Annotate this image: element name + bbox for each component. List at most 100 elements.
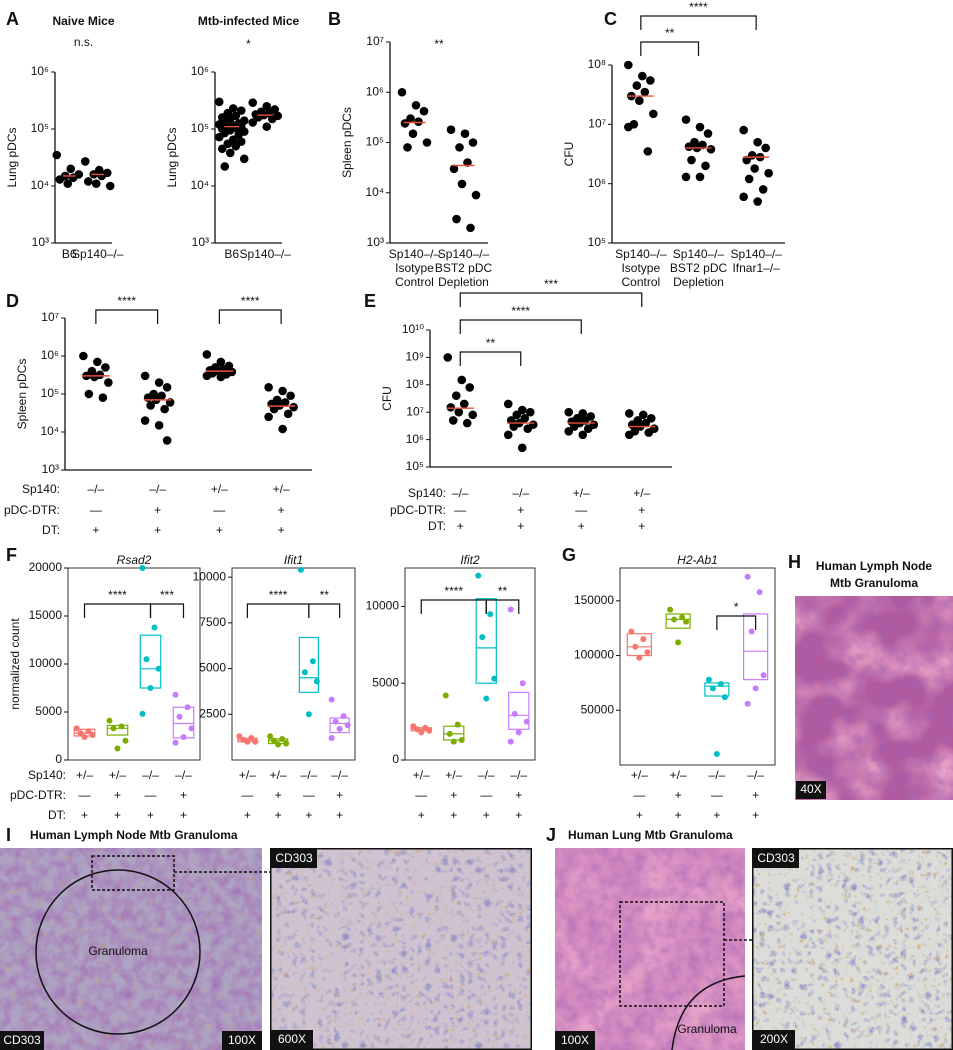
significance-bracket <box>716 615 757 630</box>
data-point <box>515 729 522 736</box>
significance: * <box>246 37 251 51</box>
row-value: — <box>145 788 157 802</box>
data-point <box>66 164 76 174</box>
stain-label: CD303 <box>3 1033 41 1047</box>
y-tick-label: 10000 <box>193 569 227 583</box>
y-tick-label: 100000 <box>574 648 614 662</box>
data-point <box>231 141 241 151</box>
row-value: + <box>275 788 282 802</box>
data-point <box>91 179 101 188</box>
data-point <box>465 383 475 392</box>
data-point <box>279 735 286 742</box>
data-point <box>564 407 574 417</box>
data-point <box>525 407 535 417</box>
y-tick-label: 10³ <box>367 235 384 249</box>
data-point <box>262 102 272 111</box>
data-point <box>523 424 533 433</box>
data-point <box>214 132 224 142</box>
data-point <box>491 675 498 682</box>
data-point <box>147 685 154 691</box>
y-tick-label: 10⁷ <box>406 404 424 418</box>
zoom-box <box>91 855 175 891</box>
data-point <box>446 125 456 134</box>
image-border <box>752 848 953 1050</box>
data-point <box>80 157 90 166</box>
data-point <box>106 717 113 724</box>
data-point <box>507 606 514 613</box>
plot-frame <box>619 567 776 766</box>
data-point <box>397 87 407 97</box>
y-tick-label: 10⁶ <box>41 348 59 362</box>
data-point <box>446 403 456 412</box>
data-point <box>305 711 312 718</box>
data-point <box>523 718 530 725</box>
data-point <box>671 616 678 623</box>
label-bg <box>753 1030 795 1049</box>
row-value: — <box>241 788 253 802</box>
y-tick-label: 2500 <box>199 706 226 720</box>
data-point <box>687 155 696 165</box>
row-value: + <box>713 808 720 822</box>
data-point <box>705 676 712 683</box>
y-axis-label: Lung pDCs <box>5 127 19 187</box>
y-axis-label: Spleen pDCs <box>15 359 29 430</box>
data-point <box>278 386 287 396</box>
data-point <box>140 371 150 381</box>
data-point <box>89 732 96 739</box>
y-tick-label: 10⁴ <box>190 178 209 192</box>
label-bg <box>0 1031 44 1050</box>
row-value: + <box>450 808 457 822</box>
box <box>172 706 195 739</box>
data-point <box>721 694 728 701</box>
y-tick-label: 50000 <box>581 702 615 716</box>
data-point <box>239 154 249 164</box>
significance: ** <box>320 588 330 602</box>
row-label: Sp140: <box>22 482 60 496</box>
data-point <box>624 430 634 440</box>
data-point <box>503 430 513 440</box>
data-point <box>216 357 226 367</box>
significance: **** <box>117 294 136 308</box>
row-value: + <box>336 788 343 802</box>
box <box>704 682 730 697</box>
data-point <box>753 137 762 147</box>
label-bg <box>271 1030 313 1049</box>
y-tick-label: 10⁶ <box>31 64 49 78</box>
region-label: Granuloma <box>88 944 148 958</box>
data-point <box>252 738 259 745</box>
data-point <box>643 147 653 156</box>
y-tick-label: 10¹⁰ <box>402 322 424 336</box>
row-value: + <box>147 808 154 822</box>
row-value: — <box>575 503 587 517</box>
data-point <box>234 130 244 139</box>
row-value: + <box>114 788 121 802</box>
data-point <box>139 565 146 571</box>
data-point <box>454 721 461 728</box>
data-point <box>739 192 748 202</box>
y-tick-label: 10⁵ <box>406 459 424 473</box>
data-point <box>267 114 277 124</box>
data-point <box>98 393 108 402</box>
row-value: +/– <box>631 768 648 782</box>
data-point <box>753 197 762 206</box>
magnification: 100X <box>228 1033 256 1047</box>
data-point <box>225 148 235 158</box>
row-value: + <box>81 808 88 822</box>
y-tick-label: 10³ <box>42 462 59 476</box>
data-point <box>463 158 472 167</box>
x-tick-label: BST2 pDC <box>435 261 493 275</box>
data-point <box>105 181 115 191</box>
significance: *** <box>160 588 174 602</box>
data-point <box>483 695 490 702</box>
data-point <box>73 725 80 732</box>
data-point <box>503 399 513 409</box>
row-value: +/– <box>109 768 126 782</box>
data-point <box>340 713 347 720</box>
data-point <box>162 383 172 392</box>
y-tick-label: 150000 <box>574 593 614 607</box>
data-point <box>216 372 226 382</box>
magnification: 40X <box>800 782 821 796</box>
panel-letter: C <box>604 9 617 29</box>
row-label: DT: <box>428 519 446 533</box>
box <box>475 598 497 684</box>
